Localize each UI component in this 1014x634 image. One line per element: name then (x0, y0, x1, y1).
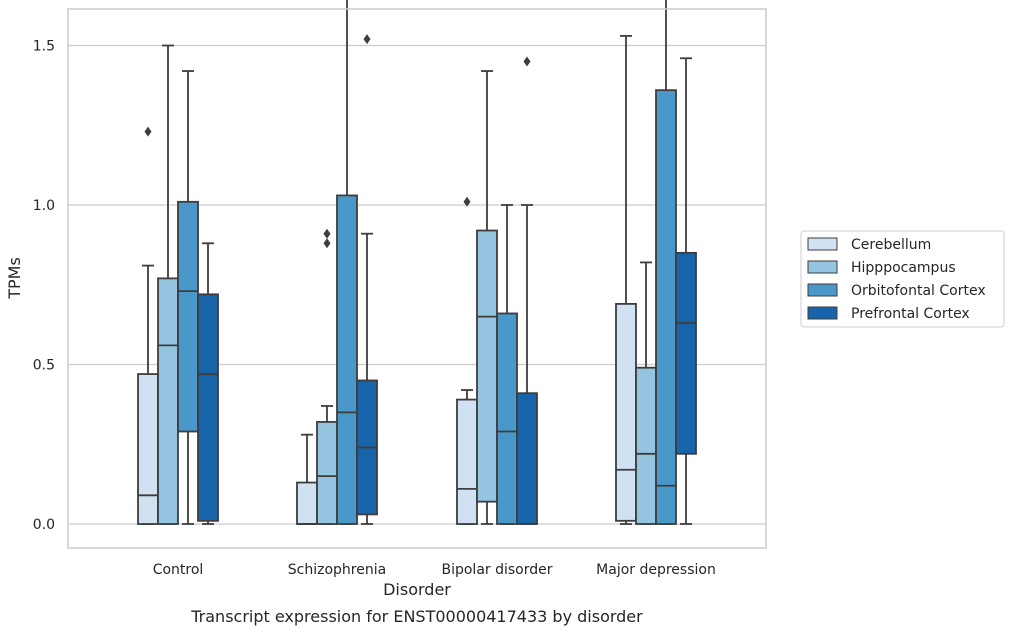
outlier-point (363, 34, 371, 45)
box-iqr (296, 481, 318, 525)
outlier-point (463, 196, 471, 207)
legend-swatch (807, 306, 838, 320)
x-axis-label: Disorder (383, 580, 451, 599)
outlier-point (323, 228, 331, 239)
box-cerebellum (296, 433, 318, 525)
y-axis-ticks: 0.00.51.01.52.02.53.0 (33, 39, 55, 534)
box-prefrontal-cortex (675, 57, 697, 525)
outlier-point (323, 238, 331, 249)
legend: Cerebellum Hipppocampus Orbitofontal Corte… (800, 230, 1005, 328)
box-hipppocampus (476, 70, 498, 525)
box-iqr (316, 421, 338, 525)
box-orbitofontal-cortex (655, 0, 677, 525)
plot-frame (67, 8, 767, 549)
box-iqr (655, 89, 677, 525)
y-tick-label: 1.0 (33, 198, 55, 214)
box-cerebellum (137, 126, 159, 525)
y-tick-label: 0.5 (33, 358, 55, 374)
legend-label: Orbitofontal Cortex (851, 283, 986, 299)
y-tick-label: 0.0 (33, 517, 55, 533)
box-hipppocampus (157, 44, 179, 525)
box-iqr (157, 277, 179, 525)
box-prefrontal-cortex (197, 242, 219, 525)
legend-label: Prefrontal Cortex (851, 306, 970, 322)
x-tick-label: Major depression (596, 562, 716, 578)
box-hipppocampus (316, 228, 338, 525)
box-iqr (615, 302, 637, 522)
box-prefrontal-cortex (516, 56, 538, 525)
box-iqr (496, 312, 518, 525)
x-tick-label: Bipolar disorder (441, 562, 552, 578)
chart-title: Transcript expression for ENST0000041743… (190, 607, 643, 626)
box-iqr (476, 229, 498, 503)
box-groups (137, 0, 697, 525)
box-orbitofontal-cortex (496, 204, 518, 525)
x-tick-label: Schizophrenia (288, 562, 386, 578)
box-cerebellum (456, 196, 478, 525)
box-hipppocampus (635, 261, 657, 525)
legend-frame (800, 230, 1005, 328)
box-iqr (197, 293, 219, 522)
y-tick-label: 1.5 (33, 39, 55, 55)
legend-label: Cerebellum (851, 237, 931, 253)
box-iqr (137, 373, 159, 525)
box-iqr (635, 366, 657, 525)
y-axis-label: TPMs (5, 257, 24, 300)
box-orbitofontal-cortex (336, 0, 358, 525)
box-cerebellum (615, 35, 637, 525)
legend-swatch (807, 260, 838, 274)
box-iqr (456, 398, 478, 525)
box-iqr (336, 194, 358, 525)
legend-label: Hipppocampus (851, 260, 956, 276)
outlier-point (523, 56, 531, 67)
box-iqr (177, 200, 199, 433)
outlier-point (144, 126, 152, 137)
box-orbitofontal-cortex (177, 70, 199, 525)
box-prefrontal-cortex (356, 34, 378, 525)
box-iqr (516, 392, 538, 525)
x-tick-label: Control (153, 562, 204, 578)
legend-swatch (807, 283, 838, 297)
box-iqr (675, 251, 697, 455)
legend-swatch (807, 237, 838, 251)
x-axis-ticks: Control Schizophrenia Bipolar disorder Majo… (153, 562, 716, 578)
